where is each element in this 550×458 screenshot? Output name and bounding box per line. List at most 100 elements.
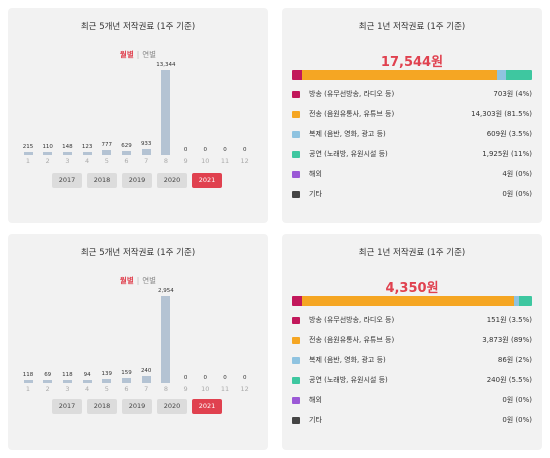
month-tick-label: 6 [124,157,129,165]
bar-value-label: 94 [83,372,91,378]
legend-value: 240원 (5.5%) [486,376,532,384]
bar-month-3 [62,379,72,383]
toggle-monthly[interactable]: 월별 [119,50,134,59]
total-amount: 4,350원 [385,281,439,296]
month-tick-label: 11 [220,157,230,165]
year-button-2020[interactable]: 2020 [157,173,187,188]
bar-value-label: 0 [183,375,188,381]
legend-swatch [292,377,300,384]
bar-value-label: 2,954 [158,288,174,294]
legend-value: 14,303원 (81.5%) [471,110,532,118]
bar-value-label: 0 [242,375,247,381]
bar-month-2 [43,380,53,383]
year-button-2019[interactable]: 2019 [122,399,152,414]
month-tick-label: 2 [45,157,50,165]
bar-month-4 [82,380,92,383]
legend-swatch [292,357,300,364]
toggle-separator: | [136,276,140,285]
legend-value: 0원 (0%) [502,190,532,198]
toggle-monthly[interactable]: 월별 [119,276,134,285]
month-tick-label: 10 [201,385,210,393]
bar-month-3 [62,152,72,155]
legend-value: 151원 (3.5%) [486,316,532,324]
total-amount: 17,544원 [380,55,444,70]
month-tick-label: 8 [163,385,168,393]
bar-month-7 [141,375,151,383]
bar-value-label: 777 [101,142,113,149]
legend-swatch [292,171,300,178]
card-title: 최근 5개년 저작권료 (1주 기준) [80,248,196,258]
bar-month-8 [161,296,171,383]
legend-value: 703원 (4%) [493,90,532,98]
legend-value: 0원 (0%) [502,396,532,404]
toggle-yearly[interactable]: 연별 [142,276,157,285]
legend-row: 공연 (노래방, 유원시설 등) 1,925원 (11%) [292,149,532,161]
yearly-royalty-card-2: 최근 1년 저작권료 (1주 기준) 4,350원 방송 (유무선방송, 라디오… [282,234,542,450]
bar-month-8 [161,70,171,155]
month-tick-label: 7 [144,385,149,393]
year-button-2020[interactable]: 2020 [157,399,187,414]
card-title: 최근 5개년 저작권료 (1주 기준) [80,22,196,32]
legend-swatch [292,417,300,424]
month-tick-label: 9 [183,385,188,393]
share-segment-3 [505,70,532,80]
bar-value-label: 0 [223,147,227,153]
month-tick-label: 12 [240,157,249,165]
share-segment-broadcast [292,70,302,80]
month-tick-label: 4 [85,157,90,165]
share-segment-2 [514,296,519,306]
bar-value-label: 0 [242,147,247,153]
legend-swatch [292,131,300,138]
legend-swatch [292,91,300,98]
year-button-2021[interactable]: 2021 [192,399,222,414]
legend-value: 1,925원 (11%) [482,150,532,158]
month-tick-label: 4 [85,385,90,393]
legend-label: 방송 (유무선방송, 라디오 등) [309,90,395,98]
legend-value: 86원 (2%) [497,356,532,364]
bar-month-7 [141,149,151,155]
bar-value-label: 148 [62,144,73,150]
legend-row: 기타 0원 (0%) [292,189,532,201]
monthly-bar-chart: 118 1 69 2 118 3 94 4 139 5 159 6 240 7 2,954 8 0 9 0 10 0 11… [8,284,268,401]
bar-value-label: 118 [22,371,34,378]
month-tick-label: 1 [25,385,31,393]
monthly-royalty-card-2: 최근 5개년 저작권료 (1주 기준) 월별 | 연별 118 1 69 2 118 3 94 4… [8,234,268,450]
card-title: 최근 1년 저작권료 (1주 기준) [358,22,466,32]
month-tick-label: 8 [163,157,168,165]
bar-value-label: 118 [62,371,73,378]
bar-month-2 [43,152,53,155]
year-button-2019[interactable]: 2019 [122,173,152,188]
bar-value-label: 0 [223,375,227,381]
year-button-2017[interactable]: 2017 [52,399,82,414]
legend-label: 공연 (노래방, 유원시설 등) [309,376,388,384]
year-button-2018[interactable]: 2018 [87,173,117,188]
legend-value: 609원 (3.5%) [486,130,532,138]
bar-month-4 [82,152,92,155]
year-button-2018[interactable]: 2018 [87,399,117,414]
legend-row: 복제 (음반, 영화, 광고 등) 86원 (2%) [292,355,532,367]
legend-row: 기타 0원 (0%) [292,415,532,427]
legend-value: 4원 (0%) [502,170,532,178]
period-toggle: 월별 | 연별 [8,275,268,286]
bar-month-6 [122,378,131,383]
share-segment-1 [301,70,498,80]
bar-month-6 [122,150,131,155]
bar-month-5 [102,378,112,383]
yearly-royalty-card-1: 최근 1년 저작권료 (1주 기준) 17,544원 방송 (유무선방송, 라디… [282,8,542,223]
card-title: 최근 1년 저작권료 (1주 기준) [358,248,466,258]
year-button-2021[interactable]: 2021 [192,173,222,188]
bar-value-label: 933 [140,141,152,148]
share-segment-broadcast [292,296,302,306]
month-tick-label: 7 [144,157,149,165]
legend-swatch [292,111,300,118]
legend-swatch [292,337,300,344]
legend-value: 3,873원 (89%) [482,336,532,344]
bar-value-label: 139 [101,370,113,377]
toggle-yearly[interactable]: 연별 [142,50,157,59]
share-segment-2 [497,70,506,80]
bar-value-label: 0 [203,375,208,381]
year-button-2017[interactable]: 2017 [52,173,82,188]
month-tick-label: 11 [220,385,230,393]
bar-month-1 [23,152,33,155]
legend-label: 복제 (음반, 영화, 광고 등) [309,356,386,364]
